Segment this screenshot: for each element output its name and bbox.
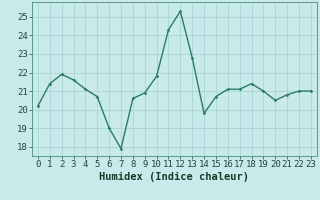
X-axis label: Humidex (Indice chaleur): Humidex (Indice chaleur) bbox=[100, 172, 249, 182]
